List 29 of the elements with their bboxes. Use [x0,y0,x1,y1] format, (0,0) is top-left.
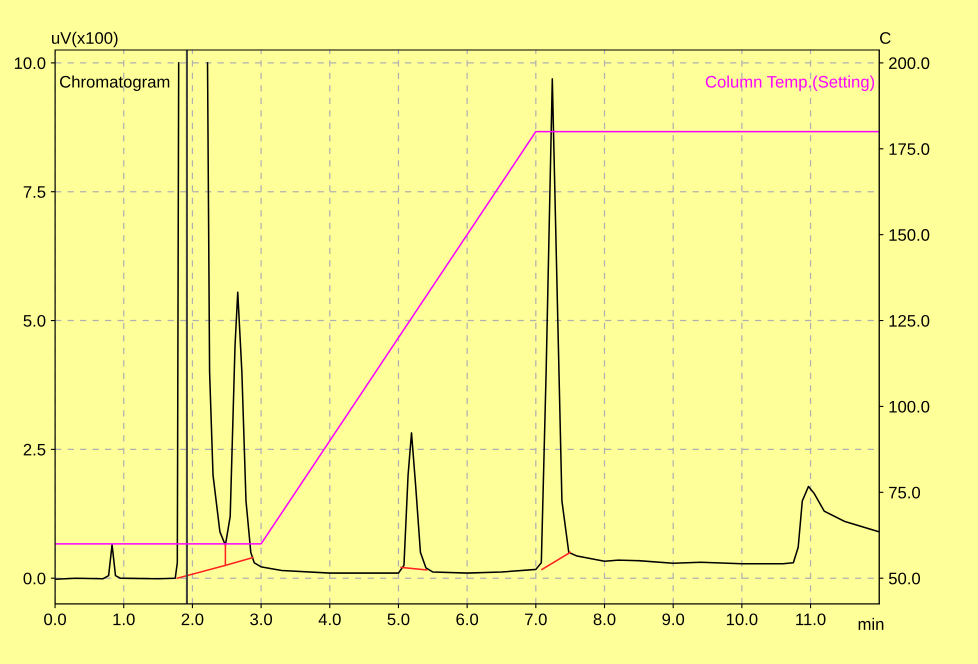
x-tick-label: 4.0 [318,613,341,626]
y2-axis-title: C [880,32,891,44]
x-axis-title: min [858,618,884,630]
annotation: Chromatogram [60,75,170,92]
x-tick-label: 5.0 [388,613,410,626]
x-tick-label: 2.0 [182,613,204,626]
y2-tick-label: 175.0 [890,143,930,155]
x-tick-label: 1.0 [113,613,135,626]
x-tick-label: 6.0 [456,613,478,626]
y-tick-label: 5.0 [24,314,46,327]
x-tick-label: 7.0 [525,613,547,626]
x-tick-label: 3.0 [250,613,272,626]
y-tick-label: 0.0 [24,572,46,584]
y2-tick-label: 125.0 [890,314,930,327]
x-tick-label: 9.0 [662,613,684,626]
y2-tick-label: 200.0 [889,57,930,70]
x-tick-label: 8.0 [594,613,616,626]
y-axis-title: uV(x100) [52,32,118,48]
x-tick-label: 11.0 [796,613,826,626]
y-tick-label: 7.5 [24,186,46,198]
x-tick-label: 0.0 [44,613,66,626]
y2-tick-label: 150.0 [890,229,930,241]
text: Column Temp.(Setting) [706,75,874,92]
x-tick-label: 10.0 [726,613,758,626]
y-tick-label: 10.0 [14,57,46,70]
y2-tick-label: 75.0 [889,486,920,499]
y-tick-label: 2.5 [24,444,46,456]
y2-tick-label: 50.0 [888,572,920,584]
y2-tick-label: 100.0 [890,400,930,413]
